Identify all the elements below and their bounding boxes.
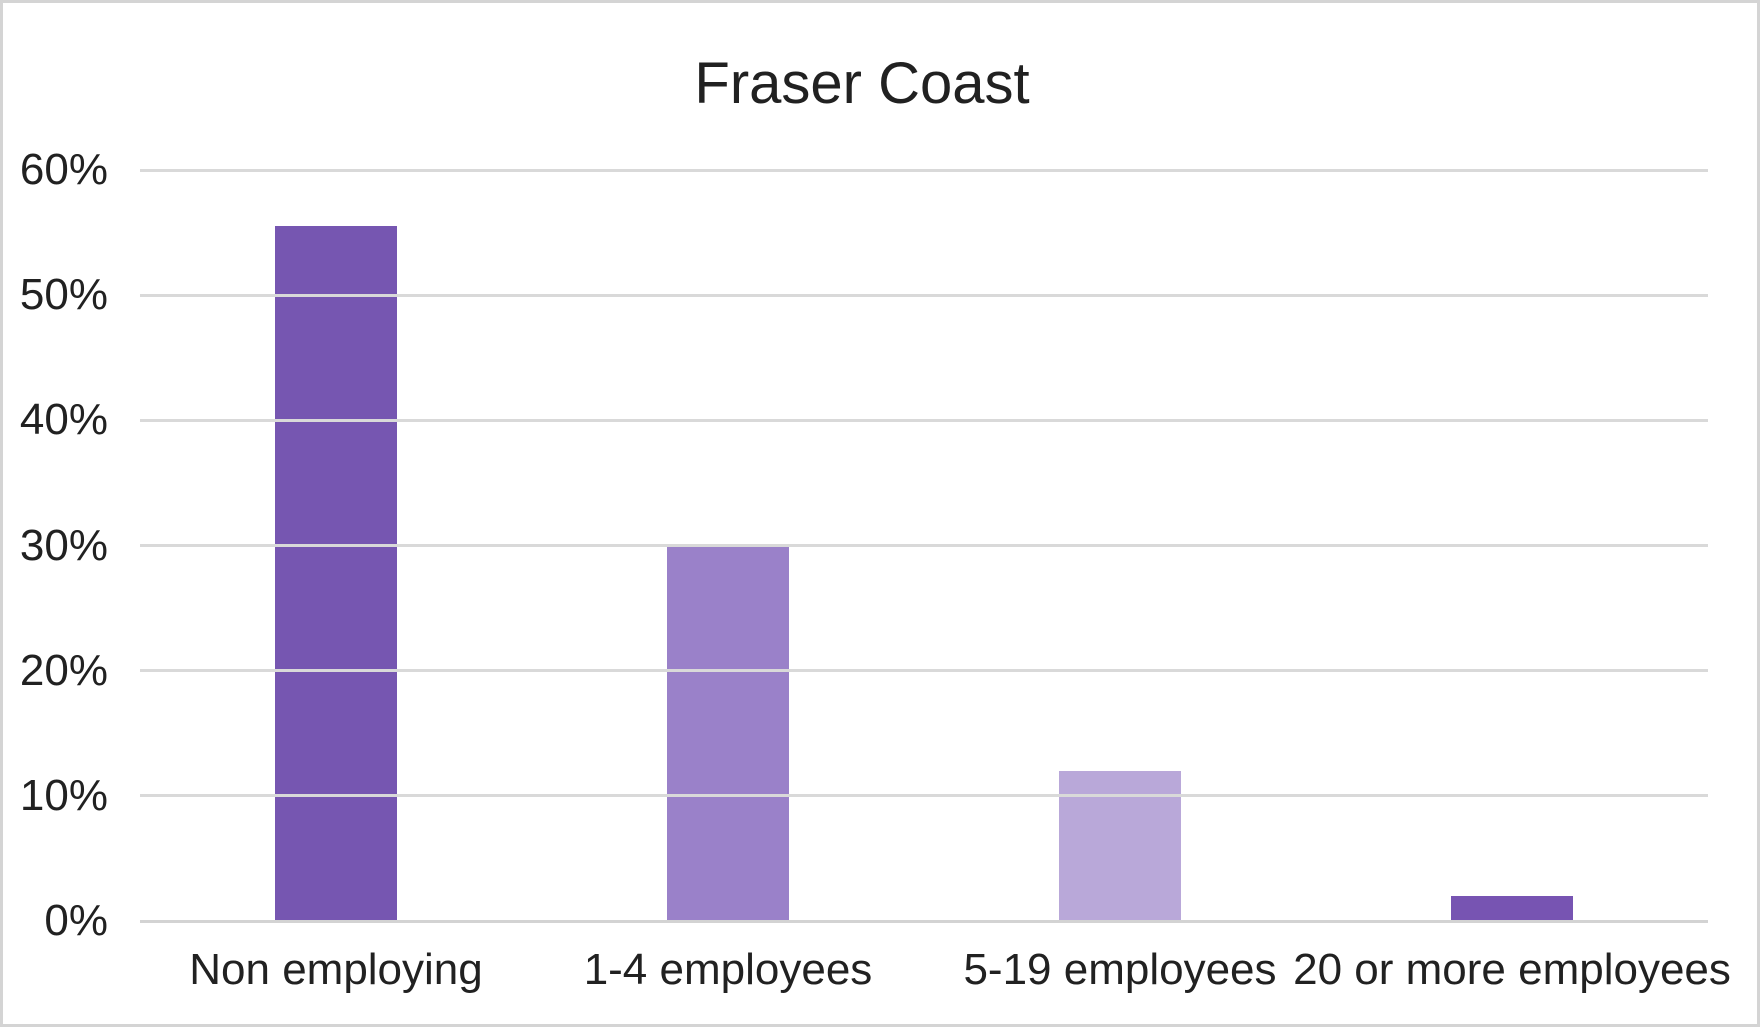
bar-non-employing	[275, 226, 397, 921]
y-axis-tick-label: 30%	[19, 520, 108, 570]
y-axis-tick-label: 50%	[19, 270, 108, 320]
y-axis-tick-label: 60%	[19, 145, 108, 194]
x-axis-category-label: Non employing	[189, 945, 483, 994]
y-axis-tick-label: 0%	[44, 896, 108, 945]
y-axis-tick-label: 20%	[19, 645, 108, 695]
x-axis-category-label: 20 or more employees	[1293, 945, 1731, 994]
plot-area	[140, 168, 1708, 923]
bar-20-or-more-employees	[1451, 895, 1573, 921]
y-axis-tick-label: 40%	[19, 395, 108, 445]
bar-1-4-employees	[667, 544, 789, 921]
x-axis-category-label: 5-19 employees	[963, 945, 1277, 994]
bar-5-19-employees	[1059, 770, 1181, 921]
y-axis-tick-label: 10%	[19, 770, 108, 820]
x-axis-category-label: 1-4 employees	[583, 945, 873, 994]
bars-layer	[140, 170, 1708, 921]
chart-title: Fraser Coast	[694, 51, 1030, 116]
